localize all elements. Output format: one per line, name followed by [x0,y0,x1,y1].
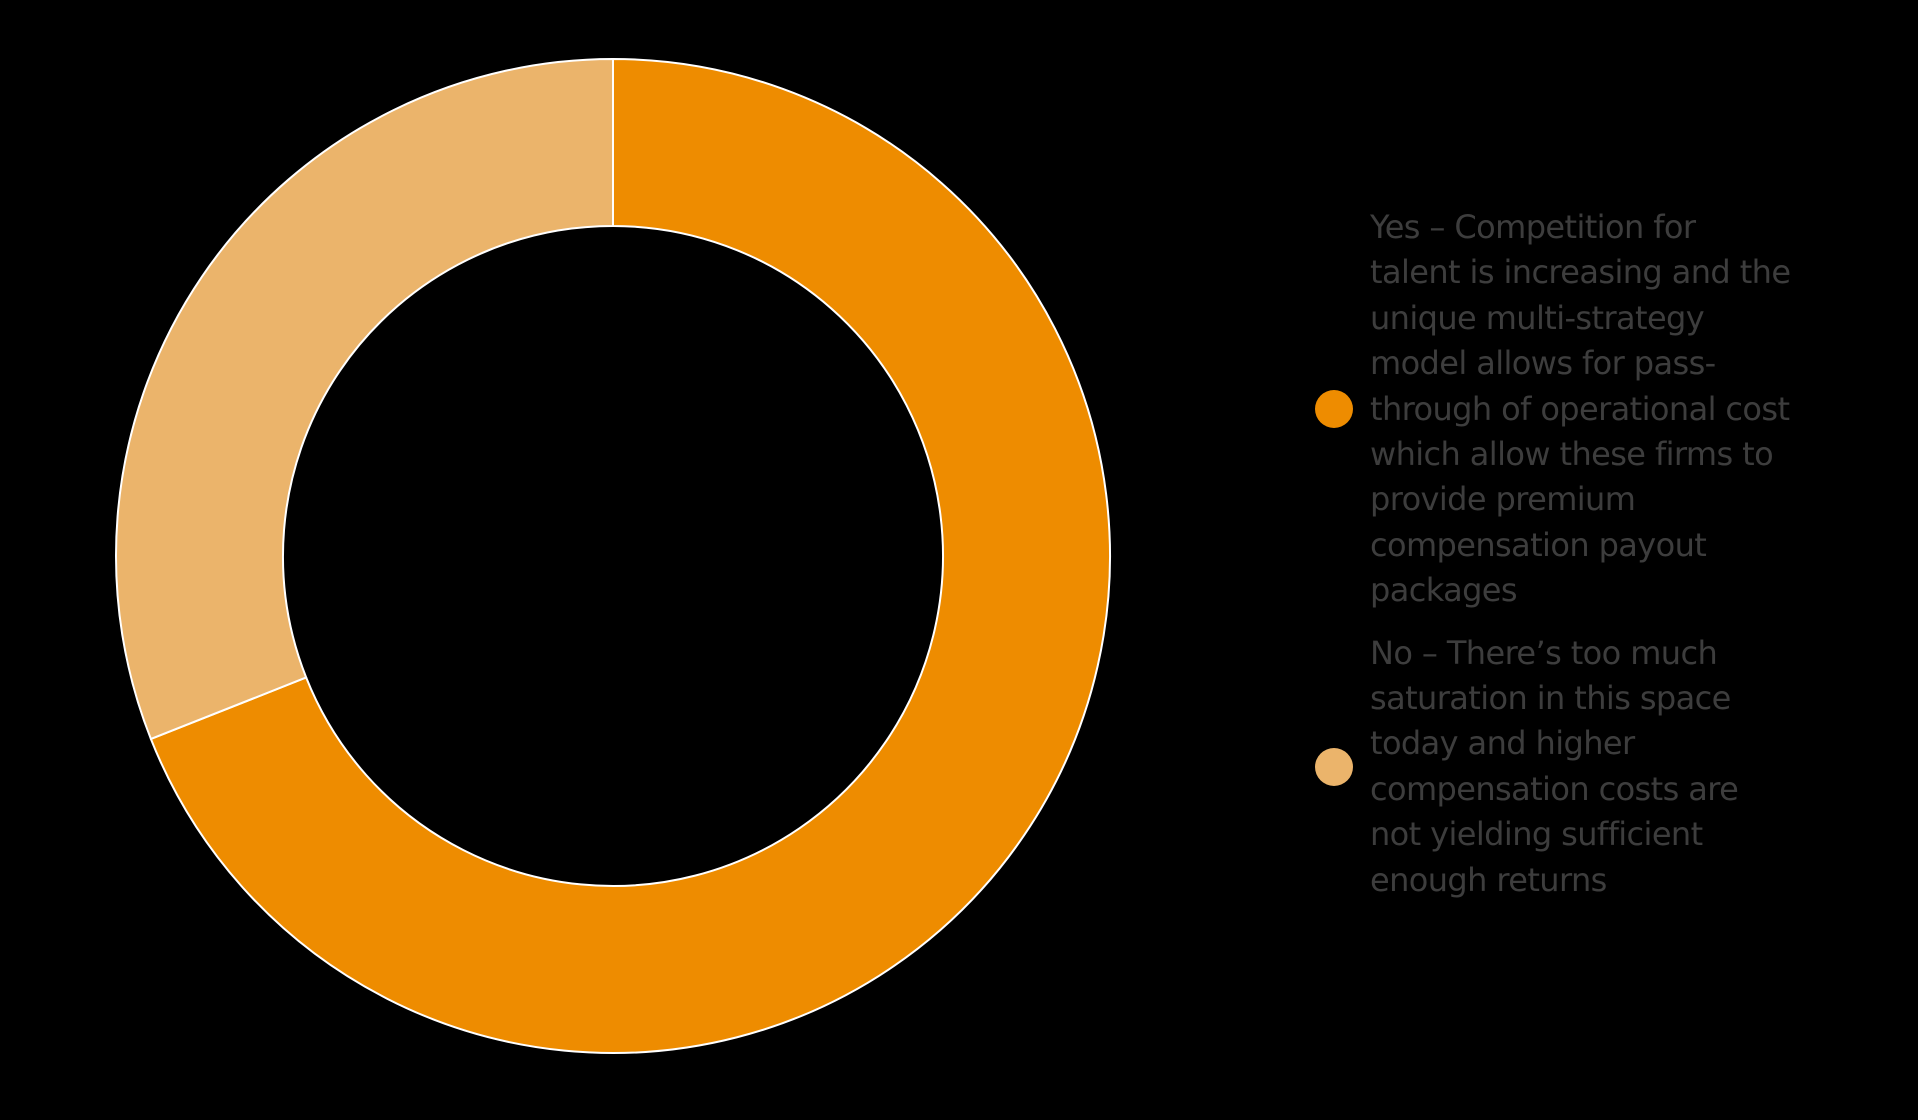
donut-slice-yes [149,58,1111,1054]
legend-label-yes: Yes – Competition for talent is increasi… [1370,208,1791,610]
legend-swatch-no [1315,747,1353,786]
legend-label-no: No – There’s too much saturation in this… [1370,633,1739,899]
legend-swatch-yes [1315,390,1353,429]
donut-slice-no [115,58,614,740]
legend-item-yes: Yes – Competition for talent is increasi… [1310,205,1870,614]
chart-legend: Yes – Competition for talent is increasi… [1310,205,1870,903]
legend-item-no: No – There’s too much saturation in this… [1310,631,1870,903]
